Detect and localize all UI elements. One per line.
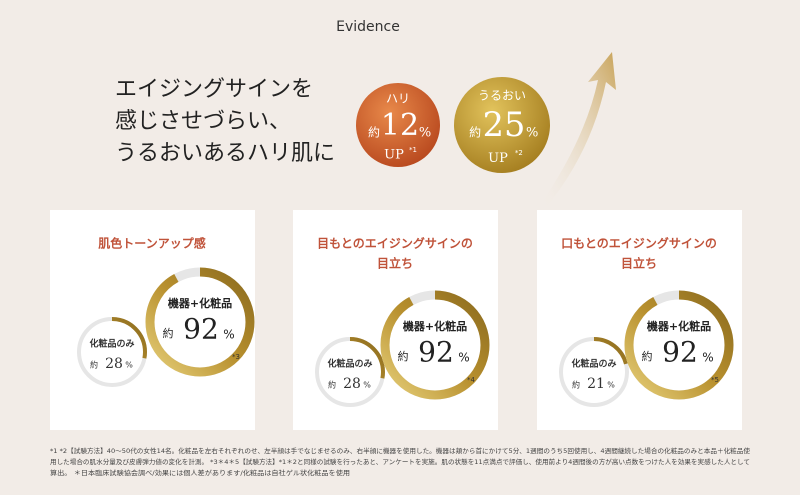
sub-prefix: 約 (328, 380, 336, 390)
sub-prefix: 約 (90, 360, 98, 370)
main-label: 機器+化粧品 (403, 319, 467, 333)
ring-arc (559, 337, 629, 407)
card-title: 目立ち (621, 256, 657, 271)
badge-prefix: 約 (469, 125, 481, 140)
ring-bg (633, 299, 725, 391)
sub-value: 28 (105, 356, 123, 372)
main-value: 92 (418, 336, 454, 369)
card-title: 口もとのエイジングサインの (561, 236, 717, 251)
badge-circle (356, 83, 440, 167)
badge-prefix: 約 (368, 125, 380, 140)
card-note: *4 (467, 376, 476, 384)
headline-line: 感じさせづらい、 (115, 109, 291, 134)
card-title: 肌色トーンアップ感 (97, 236, 205, 251)
ring-arc (380, 290, 490, 400)
main-prefix: 約 (398, 349, 409, 363)
sub-label: 化粧品のみ (89, 338, 134, 350)
card-note: *3 (232, 353, 240, 361)
badge-unit: % (526, 126, 538, 141)
sub-value: 21 (587, 376, 605, 392)
rising-arrow (540, 52, 616, 205)
sub-label: 化粧品のみ (327, 358, 372, 370)
page-title: Evidence (336, 19, 400, 35)
headline-line: うるおいあるハリ肌に (115, 141, 335, 166)
sub-value: 28 (343, 376, 361, 392)
sub-unit: % (125, 361, 133, 370)
badge-suffix: UP (384, 148, 404, 163)
main-label: 機器+化粧品 (168, 296, 232, 310)
badge-value: 12 (381, 108, 419, 143)
main-prefix: 約 (163, 326, 174, 340)
badge-note: *2 (515, 149, 523, 157)
ring-bg (389, 299, 481, 391)
ring-arc (145, 267, 255, 377)
badge-label: ハリ (386, 92, 410, 106)
sub-prefix: 約 (572, 380, 580, 390)
main-value: 92 (183, 313, 219, 346)
badge-value: 25 (483, 105, 526, 144)
card-title: 目立ち (377, 256, 413, 271)
badge-label: うるおい (478, 88, 526, 102)
footnote-line: *1 *2【試験方法】40～50代の女性14名。化粧品を左右それぞれのせ、左半顔… (50, 446, 751, 455)
main-label: 機器+化粧品 (647, 319, 711, 333)
ring-bg (154, 276, 246, 368)
sub-unit: % (363, 381, 371, 390)
card-note: *5 (711, 376, 719, 384)
ring-arc (624, 290, 734, 400)
badge-unit: % (419, 126, 431, 141)
ring-arc (315, 337, 385, 407)
ring-arc (77, 317, 147, 387)
sub-unit: % (607, 381, 615, 390)
card-title: 目もとのエイジングサインの (317, 236, 473, 251)
footnote-line: 算出。 ＊日本臨床試験協会調べ/効果には個人差があります/化粧品は自社ゲル状化粧… (50, 468, 350, 477)
main-value: 92 (662, 336, 698, 369)
badge-suffix: UP (488, 151, 508, 166)
badge-circle (454, 77, 550, 173)
footnote-line: 用した場合の肌水分量及び皮膚弾力値の変化を計測。 *3＊4＊5【試験方法】*1＊… (50, 457, 750, 466)
main-unit: % (223, 328, 234, 342)
main-unit: % (702, 351, 713, 365)
sub-label: 化粧品のみ (571, 358, 616, 370)
headline-line: エイジングサインを (115, 77, 313, 102)
badge-note: *1 (409, 146, 417, 154)
main-unit: % (458, 351, 469, 365)
main-prefix: 約 (642, 349, 653, 363)
